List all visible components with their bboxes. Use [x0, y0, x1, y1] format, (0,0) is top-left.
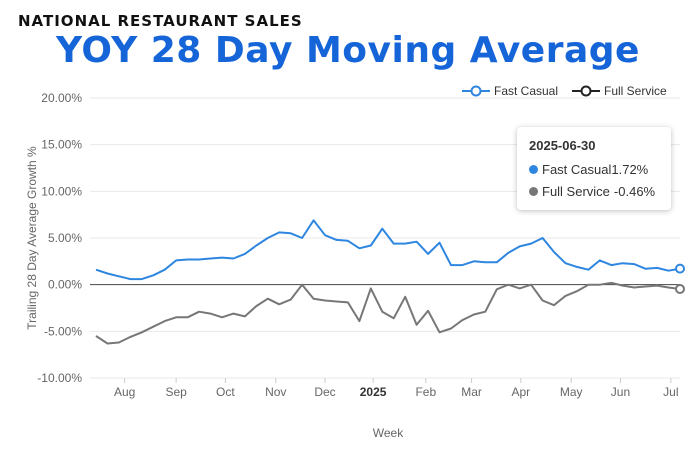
x-tick-label: Jul — [663, 385, 678, 399]
x-tick-label: Feb — [415, 385, 436, 399]
hover-point-full-service[interactable] — [675, 283, 685, 294]
legend-item-fast-casual[interactable]: Fast Casual — [462, 84, 558, 98]
legend-marker-fast-casual — [470, 85, 482, 97]
y-axis-title: Trailing 28 Day Average Growth % — [25, 146, 39, 330]
legend-label-full-service: Full Service — [604, 84, 667, 98]
y-tick-label: 0.00% — [48, 278, 82, 292]
y-tick-label: 10.00% — [41, 184, 82, 198]
legend-marker-full-service — [580, 85, 592, 97]
x-tick-label: Jun — [611, 385, 630, 399]
series-layer — [95, 219, 685, 345]
x-tick-label: Nov — [265, 385, 286, 399]
x-tick-label: Sep — [165, 385, 187, 399]
hover-point-fast-casual[interactable] — [675, 263, 685, 274]
tooltip-row-full-service: Full Service -0.46% — [529, 184, 655, 199]
x-tick-label: Oct — [216, 385, 235, 399]
y-tick-label: -10.00% — [37, 371, 82, 385]
chart-headline: YOY 28 Day Moving Average — [56, 30, 640, 71]
legend-label-fast-casual: Fast Casual — [494, 84, 558, 98]
tooltip-date: 2025-06-30 — [529, 138, 596, 153]
y-axis-ticks: 20.00% 15.00% 10.00% 5.00% 0.00% -5.00% -10.00… — [37, 91, 82, 385]
x-axis-ticks: Aug Sep Oct Nov Dec 2025 Feb Mar Apr May Jun Jul — [114, 378, 679, 399]
legend: Fast Casual Full Service — [462, 84, 667, 98]
y-tick-label: 20.00% — [41, 91, 82, 105]
x-tick-label: Aug — [114, 385, 135, 399]
tooltip: 2025-06-30 Fast Casual1.72% Full Service… — [517, 127, 671, 210]
tooltip-value-fast-casual: 1.72% — [611, 162, 649, 177]
tooltip-row-fast-casual: Fast Casual1.72% — [529, 162, 648, 177]
legend-item-full-service[interactable]: Full Service — [572, 84, 667, 98]
x-tick-label: 2025 — [360, 385, 387, 399]
x-tick-label: Mar — [461, 385, 482, 399]
tooltip-value-full-service: -0.46% — [613, 184, 656, 199]
x-axis-title: Week — [373, 426, 404, 440]
x-tick-label: May — [560, 385, 583, 399]
series-line-full-service[interactable] — [95, 281, 681, 345]
tooltip-label-full-service: Full Service — [542, 184, 610, 199]
chart-kicker: NATIONAL RESTAURANT SALES — [18, 12, 303, 30]
x-tick-label: Apr — [511, 385, 530, 399]
tooltip-label-fast-casual: Fast Casual — [542, 162, 612, 177]
y-tick-label: 15.00% — [41, 138, 82, 152]
y-tick-label: -5.00% — [44, 324, 82, 338]
x-tick-label: Dec — [314, 385, 335, 399]
series-line-fast-casual[interactable] — [95, 219, 681, 281]
y-tick-label: 5.00% — [48, 231, 82, 245]
tooltip-dot-fast-casual — [529, 165, 538, 174]
tooltip-dot-full-service — [529, 187, 538, 196]
